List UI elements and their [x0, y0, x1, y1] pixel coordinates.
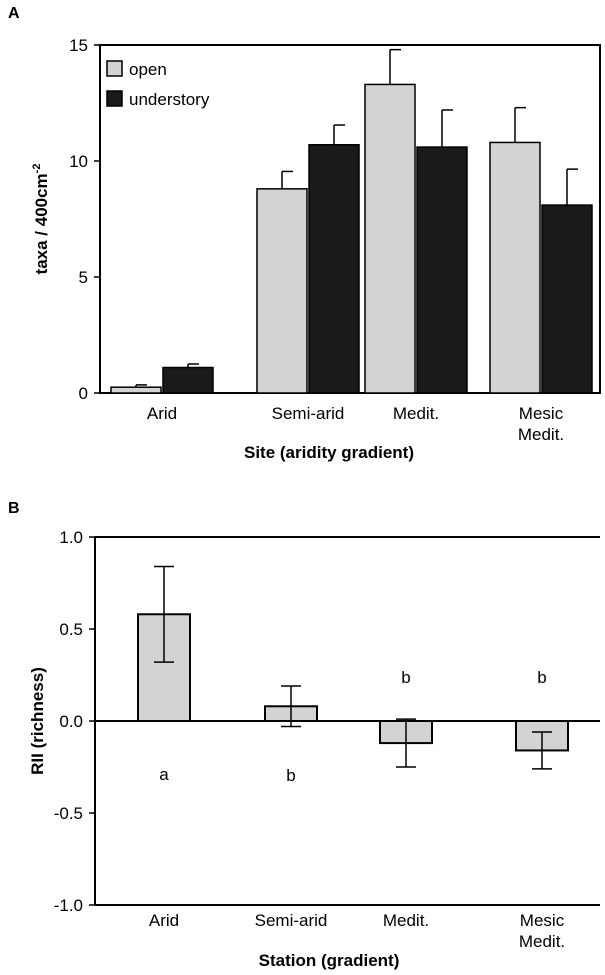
x-tick-label-b: Medit. [519, 932, 565, 951]
y-axis-title-a: taxa / 400cm-2 [31, 164, 51, 275]
significance-letter: a [159, 765, 169, 784]
bar-open [256, 188, 308, 394]
y-tick-label-b: 0.5 [59, 620, 83, 639]
x-tick-label-a: Medit. [518, 425, 564, 444]
bar-understory [162, 366, 214, 394]
bar-open [364, 83, 416, 394]
significance-letter: b [401, 668, 410, 687]
x-tick-label-a: Arid [147, 404, 177, 423]
bar-understory [416, 146, 468, 394]
y-tick-label-b: -0.5 [54, 804, 83, 823]
x-tick-label-b: Arid [149, 911, 179, 930]
x-tick-label-a: Semi-arid [272, 404, 345, 423]
x-axis-title-a: Site (aridity gradient) [244, 443, 414, 462]
panel-a: A 0 5 10 15 Arid Semi-arid Medit. Mesic Medit. Sit… [8, 5, 601, 462]
panel-b: B -1.0 -0.5 0.0 0.5 1.0 a b b b Arid Semi-arid Medit… [8, 500, 600, 970]
x-tick-label-b: Semi-arid [255, 911, 328, 930]
x-tick-label-a: Medit. [393, 404, 439, 423]
y-tick-label-b: -1.0 [54, 896, 83, 915]
legend-label-open: open [129, 60, 167, 79]
y-tick-label-a: 10 [69, 152, 88, 171]
y-tick-label-a: 5 [79, 268, 88, 287]
x-tick-label-a: Mesic [519, 404, 564, 423]
bar-understory [308, 144, 360, 394]
x-axis-title-b: Station (gradient) [259, 951, 400, 970]
y-tick-label-a: 15 [69, 36, 88, 55]
panel-label-b: B [8, 500, 20, 517]
bar-open [110, 386, 162, 394]
legend-label-understory: understory [129, 90, 210, 109]
y-tick-label-b: 0.0 [59, 712, 83, 731]
x-tick-label-b: Mesic [520, 911, 565, 930]
y-axis-title-b: RII (richness) [28, 667, 47, 775]
legend-swatch-open [106, 60, 123, 77]
significance-letter: b [286, 766, 295, 785]
bar-understory [541, 204, 593, 394]
y-tick-label-b: 1.0 [59, 528, 83, 547]
legend-swatch-understory [106, 90, 123, 107]
bar-open [489, 141, 541, 394]
panel-label-a: A [8, 5, 20, 22]
y-tick-label-a: 0 [79, 384, 88, 403]
significance-letter: b [537, 668, 546, 687]
x-tick-label-b: Medit. [383, 911, 429, 930]
